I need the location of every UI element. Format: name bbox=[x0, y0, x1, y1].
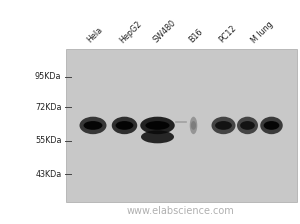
Text: PC12: PC12 bbox=[217, 24, 238, 45]
Ellipse shape bbox=[116, 121, 134, 130]
Ellipse shape bbox=[140, 117, 175, 134]
Ellipse shape bbox=[237, 117, 258, 134]
Text: Hela: Hela bbox=[85, 26, 104, 45]
Text: M lung: M lung bbox=[250, 19, 275, 45]
Ellipse shape bbox=[146, 121, 170, 130]
Ellipse shape bbox=[112, 117, 137, 134]
Text: 72KDa: 72KDa bbox=[35, 103, 62, 112]
Ellipse shape bbox=[212, 117, 236, 134]
Ellipse shape bbox=[141, 130, 174, 143]
Ellipse shape bbox=[264, 121, 279, 130]
Text: 95KDa: 95KDa bbox=[35, 72, 62, 81]
Ellipse shape bbox=[80, 117, 106, 134]
Ellipse shape bbox=[83, 121, 103, 130]
Ellipse shape bbox=[191, 121, 196, 130]
Ellipse shape bbox=[240, 121, 255, 130]
Ellipse shape bbox=[215, 121, 232, 130]
Text: HepG2: HepG2 bbox=[118, 19, 144, 45]
Ellipse shape bbox=[190, 117, 197, 134]
FancyBboxPatch shape bbox=[66, 49, 297, 202]
Ellipse shape bbox=[260, 117, 283, 134]
Text: www.elabscience.com: www.elabscience.com bbox=[126, 206, 234, 216]
Text: B16: B16 bbox=[187, 28, 205, 45]
Text: 43KDa: 43KDa bbox=[35, 170, 62, 179]
Text: 55KDa: 55KDa bbox=[35, 136, 62, 145]
Text: SW480: SW480 bbox=[151, 19, 177, 45]
